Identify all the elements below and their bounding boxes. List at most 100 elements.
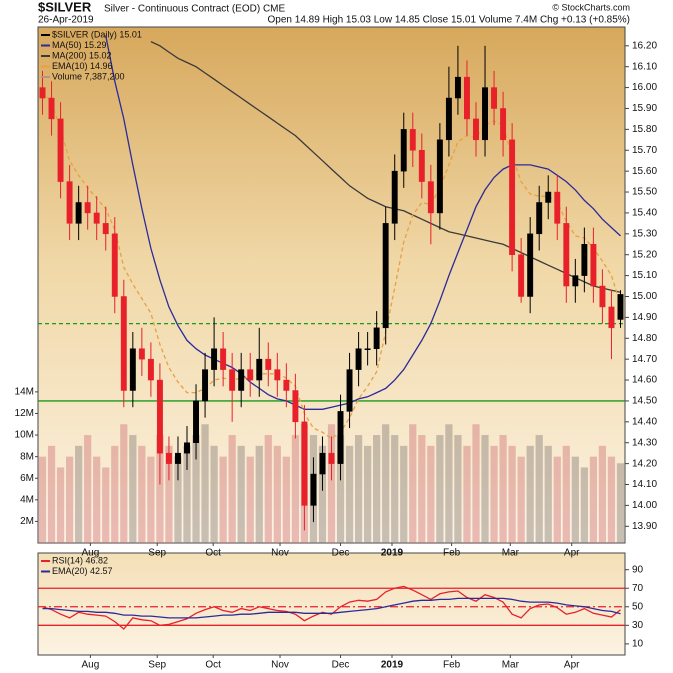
y2-tick-label: 10M <box>15 430 34 441</box>
x-tick-label: Oct <box>205 660 221 671</box>
y-tick-label: 15.30 <box>632 228 657 239</box>
volume-bar <box>336 435 345 543</box>
y-tick-label: 16.20 <box>632 40 657 51</box>
candle-body <box>283 379 290 391</box>
volume-bar <box>75 445 83 543</box>
y-tick-label: 10 <box>632 639 644 650</box>
legend-label: RSI(14) 46.82 <box>52 555 108 565</box>
x-tick-label: Oct <box>205 548 221 559</box>
y-tick-label: 15.70 <box>632 145 657 156</box>
volume-bar <box>165 445 173 543</box>
candle-body <box>337 411 344 464</box>
candle-body <box>84 202 91 214</box>
volume-bar <box>183 445 191 543</box>
candle-body <box>464 76 470 120</box>
candle-body <box>310 473 317 506</box>
candle-body <box>147 358 154 381</box>
y-tick-label: 14.00 <box>632 500 657 511</box>
x-tick-label: 2019 <box>381 548 404 559</box>
candle-body <box>509 139 516 255</box>
candle-body <box>527 233 534 297</box>
candle-body <box>193 400 199 443</box>
candle-body <box>328 452 335 464</box>
candle-body <box>454 76 461 99</box>
y2-tick-label: 12M <box>15 408 34 419</box>
x-tick-label: Dec <box>332 548 350 559</box>
candle-body <box>590 244 597 287</box>
y2-tick-label: 14M <box>15 387 34 398</box>
y-tick-label: 13.90 <box>632 521 657 532</box>
x-tick-label: Sep <box>148 548 166 559</box>
volume-bar <box>616 463 625 543</box>
candle-body <box>617 294 624 320</box>
volume-bar <box>445 424 453 543</box>
candle-body <box>229 369 236 391</box>
volume-bar <box>174 456 182 543</box>
y-tick-label: 16.00 <box>632 82 657 93</box>
series-line <box>42 585 621 630</box>
x-tick-label: Sep <box>148 660 166 671</box>
candle-body <box>427 181 434 214</box>
x-tick-label: Mar <box>502 548 520 559</box>
candle-body <box>355 348 362 370</box>
volume-bar <box>327 424 336 543</box>
candle-body <box>563 223 570 287</box>
candle-body <box>473 118 479 141</box>
y-tick-label: 14.50 <box>632 396 657 407</box>
volume-bar <box>580 467 588 543</box>
volume-bar <box>318 445 327 543</box>
candle-body <box>102 223 109 235</box>
candle-body <box>274 369 281 381</box>
candle-body <box>554 191 561 224</box>
volume-bar <box>273 445 281 543</box>
volume-bar <box>38 456 47 543</box>
y-tick-label: 14.30 <box>632 437 657 448</box>
y-tick-label: 15.60 <box>632 166 657 177</box>
date: 26-Apr-2019 <box>38 15 94 26</box>
y-tick-label: 14.60 <box>632 375 657 386</box>
y-tick-label: 14.10 <box>632 479 657 490</box>
volume-bar <box>120 424 128 543</box>
candle-body <box>66 181 73 224</box>
candle-body <box>536 202 543 235</box>
volume-bar <box>47 445 56 543</box>
y2-tick-label: 2M <box>20 516 34 527</box>
candle-body <box>545 191 552 203</box>
candle-body <box>301 421 308 506</box>
candle-body <box>418 150 425 182</box>
x-tick-label: 2019 <box>381 660 404 671</box>
volume-bar <box>147 456 155 543</box>
volume-bar <box>535 435 543 543</box>
legend-label: Volume 7,387,200 <box>52 71 125 81</box>
candle-body <box>400 129 407 172</box>
candle-body <box>202 369 209 402</box>
volume-bar <box>562 445 570 543</box>
y-tick-label: 14.90 <box>632 312 657 323</box>
y-tick-label: 15.10 <box>632 270 657 281</box>
legend-label: MA(200) 15.02 <box>52 50 112 60</box>
x-tick-label: Mar <box>502 660 520 671</box>
volume-bar <box>544 445 552 543</box>
volume-bar <box>84 435 92 543</box>
volume-bar <box>364 445 372 543</box>
candle-body <box>319 452 326 475</box>
y-tick-label: 15.40 <box>632 208 657 219</box>
legend-label: EMA(10) 14.96 <box>52 61 113 71</box>
candle-body <box>39 87 46 99</box>
y-tick-label: 90 <box>632 564 644 575</box>
volume-bar <box>454 435 462 543</box>
volume-bar <box>237 445 245 543</box>
volume-bar <box>373 435 381 543</box>
x-tick-label: Apr <box>564 660 580 671</box>
candle-body <box>93 212 100 224</box>
volume-bar <box>210 445 218 543</box>
y-tick-label: 14.70 <box>632 354 657 365</box>
volume-bar <box>156 435 164 543</box>
candle-body <box>500 108 507 141</box>
candle-body <box>247 369 254 381</box>
x-tick-label: Aug <box>81 660 99 671</box>
y-tick-label: 16.10 <box>632 61 657 72</box>
series-line <box>42 91 622 440</box>
y-tick-label: 15.20 <box>632 249 657 260</box>
legend-label: EMA(20) 42.57 <box>52 566 113 576</box>
